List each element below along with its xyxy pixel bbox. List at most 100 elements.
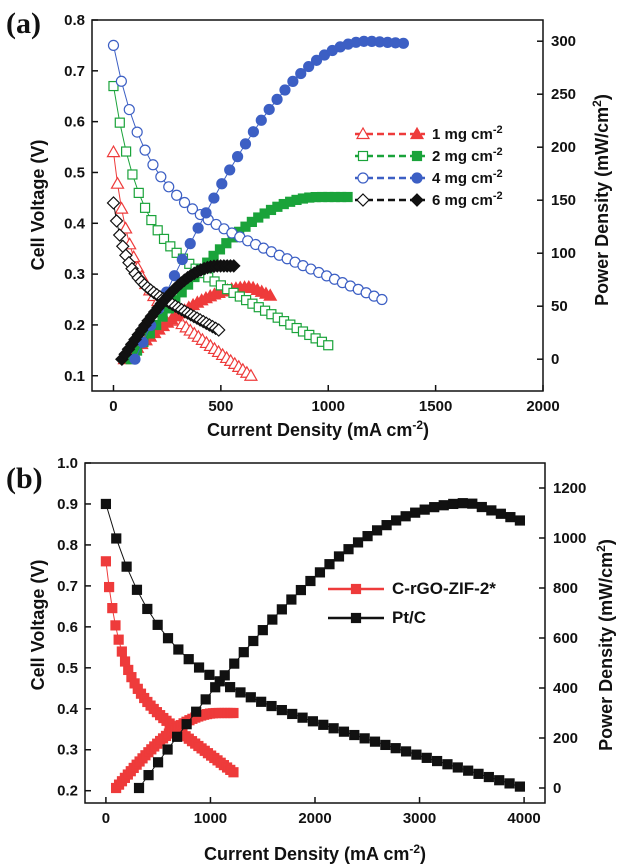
panel-b-series: [100, 498, 526, 794]
power-point: [448, 498, 459, 510]
voltage-point: [211, 323, 226, 337]
power-point: [226, 259, 241, 273]
power-point: [279, 84, 291, 96]
voltage-point: [171, 247, 182, 258]
panel-b-y2-tick-label: 800: [553, 580, 578, 597]
voltage-point: [228, 767, 239, 778]
legend-label: C-rGO-ZIF-2*: [392, 579, 496, 598]
panel-a-x-tick-label: 0: [109, 398, 117, 415]
power-point: [457, 498, 468, 509]
legend-label: Pt/C: [392, 608, 426, 627]
panel-a-y-tick-label: 0.1: [64, 368, 85, 385]
panel-a-y-tick-label: 0.8: [64, 12, 85, 29]
panel-a-y2-tick-label: 0: [551, 351, 559, 368]
voltage-point: [106, 196, 121, 210]
panel-a-y2-tick-label: 200: [551, 139, 576, 156]
panel-a-y2-axis-label: Power Density (mW/cm2): [590, 94, 612, 306]
polarization-line: [105, 503, 521, 788]
voltage-point: [108, 80, 119, 92]
voltage-point: [463, 765, 474, 776]
power-point: [305, 575, 316, 587]
power-point: [248, 635, 259, 647]
panel-b-y2-tick-label: 400: [553, 680, 578, 697]
panel-b-y2-tick-label: 0: [553, 780, 561, 797]
voltage-point: [323, 340, 334, 351]
voltage-point: [186, 203, 199, 215]
voltage-point: [318, 719, 329, 730]
power-point: [467, 498, 478, 509]
voltage-point: [376, 293, 388, 306]
power-point: [162, 744, 173, 755]
voltage-point: [139, 202, 151, 213]
voltage-point: [114, 117, 125, 128]
power-point: [410, 507, 421, 518]
power-point: [168, 270, 181, 282]
voltage-point: [442, 759, 453, 770]
power-point: [143, 770, 154, 781]
panel-a-series-3: [107, 35, 410, 365]
panel-a-y-tick-label: 0.7: [64, 63, 85, 80]
power-point: [224, 164, 236, 176]
panel-b-label: (b): [6, 462, 43, 495]
power-point: [229, 658, 240, 669]
power-point: [419, 504, 430, 515]
power-point: [362, 531, 373, 542]
legend-marker: [350, 612, 362, 624]
panel-a-x-tick-label: 500: [208, 398, 233, 415]
power-point: [239, 138, 252, 150]
panel-a-legend-item-2: 2 mg cm-2: [355, 146, 503, 165]
voltage-point: [152, 619, 163, 630]
panel-a-label: (a): [6, 7, 41, 40]
voltage-point: [109, 214, 124, 228]
power-point: [397, 37, 410, 49]
power-point: [247, 126, 259, 138]
voltage-point: [225, 682, 236, 693]
power-point: [276, 604, 287, 615]
power-point: [200, 207, 212, 219]
power-point: [191, 706, 202, 717]
panel-b-y-tick-label: 0.9: [57, 496, 78, 513]
panel-a-y2-tick-label: 300: [551, 33, 576, 50]
voltage-point: [107, 39, 120, 52]
panel-b-y-tick-label: 0.4: [57, 701, 79, 718]
power-point: [184, 238, 196, 250]
voltage-point: [131, 584, 143, 595]
voltage-point: [121, 561, 132, 572]
voltage-point: [178, 196, 191, 209]
voltage-point: [193, 662, 205, 673]
voltage-point: [103, 581, 115, 593]
voltage-point: [297, 712, 308, 723]
voltage-point: [110, 620, 121, 631]
legend-label: 4 mg cm-2: [432, 168, 503, 187]
voltage-point: [114, 201, 129, 214]
power-point: [176, 253, 188, 266]
voltage-point: [266, 700, 277, 712]
voltage-point: [514, 781, 526, 792]
legend-label: 2 mg cm-2: [432, 146, 503, 165]
voltage-point: [328, 723, 339, 734]
panel-b-x-tick-label: 0: [102, 810, 110, 827]
power-point: [438, 500, 449, 511]
power-point: [129, 353, 141, 365]
voltage-point: [100, 556, 112, 567]
voltage-point: [504, 778, 515, 789]
legend-marker-filled: [411, 172, 423, 184]
power-point: [214, 244, 226, 255]
legend-label: 6 mg cm-2: [432, 190, 503, 209]
voltage-point: [171, 189, 183, 201]
voltage-point: [165, 241, 176, 252]
panel-b-y2-axis-label: Power Density (mW/cm2): [594, 539, 616, 751]
power-point: [133, 782, 145, 794]
power-point: [343, 544, 354, 555]
panel-b-y2-tick-label: 600: [553, 630, 578, 647]
panel-a-legend: 1 mg cm-2 2 mg cm-2 4 mg cm-2 6 mg cm-2: [355, 124, 503, 209]
panel-b-x-tick-label: 3000: [403, 810, 436, 827]
voltage-point: [307, 716, 319, 727]
voltage-point: [162, 633, 174, 644]
voltage-point: [411, 749, 422, 760]
voltage-point: [204, 669, 215, 680]
voltage-point: [133, 187, 144, 198]
panel-a-y-tick-label: 0.2: [64, 317, 85, 334]
power-point: [371, 525, 383, 536]
legend-marker-filled: [409, 126, 425, 140]
